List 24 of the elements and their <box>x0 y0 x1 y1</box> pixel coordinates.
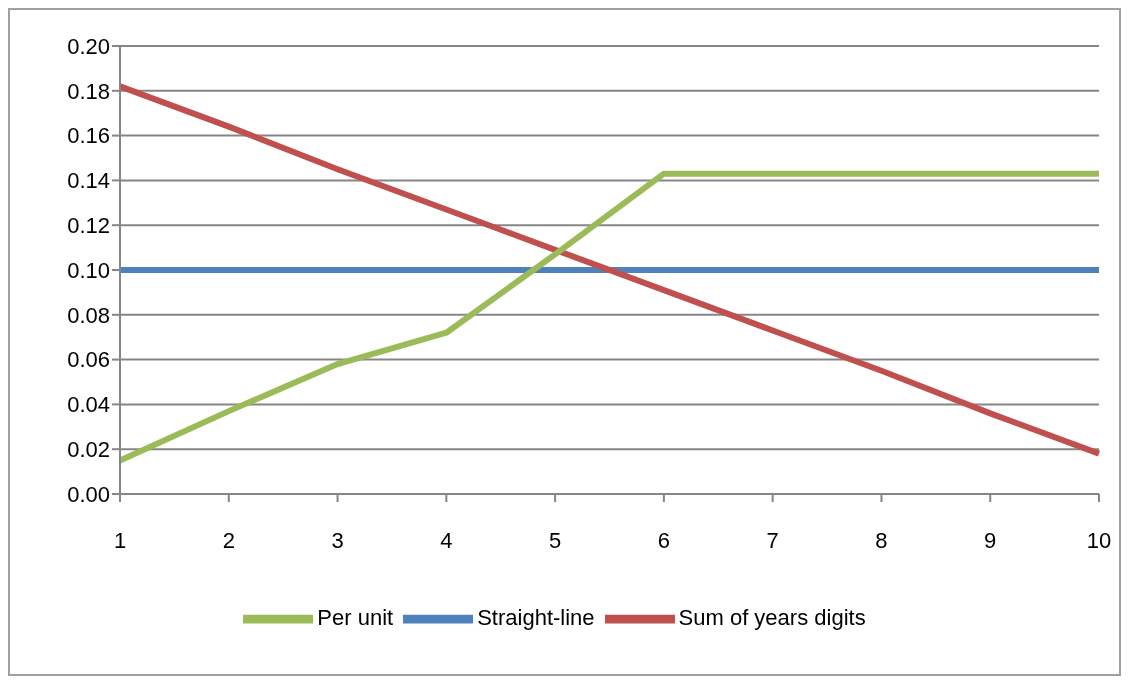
y-tick-label: 0.14 <box>67 168 110 194</box>
x-tick-label: 1 <box>113 527 127 553</box>
x-tick-label: 3 <box>331 527 344 553</box>
y-tick-label: 0.18 <box>67 78 110 104</box>
legend-label: Per unit <box>317 604 394 630</box>
y-tick-label: 0.20 <box>67 33 110 59</box>
y-tick-label: 0.10 <box>67 257 110 283</box>
y-tick-label: 0.02 <box>67 437 110 463</box>
x-tick-label: 8 <box>875 527 888 553</box>
x-tick-label: 2 <box>222 527 235 553</box>
legend-label: Sum of years digits <box>678 604 866 630</box>
y-tick-label: 0.04 <box>67 392 110 418</box>
x-tick-label: 4 <box>440 527 453 553</box>
x-tick-label: 10 <box>1086 527 1112 553</box>
x-tick-label: 6 <box>657 527 671 553</box>
x-tick-label: 9 <box>984 527 997 553</box>
y-tick-label: 0.06 <box>67 347 110 373</box>
y-tick-label: 0.16 <box>67 123 110 149</box>
x-tick-label: 7 <box>766 527 779 553</box>
legend-label: Straight-line <box>477 604 595 630</box>
y-tick-label: 0.08 <box>67 302 110 328</box>
y-tick-label: 0.12 <box>67 213 110 239</box>
x-tick-label: 5 <box>548 527 562 553</box>
y-tick-label: 0.00 <box>67 481 110 507</box>
